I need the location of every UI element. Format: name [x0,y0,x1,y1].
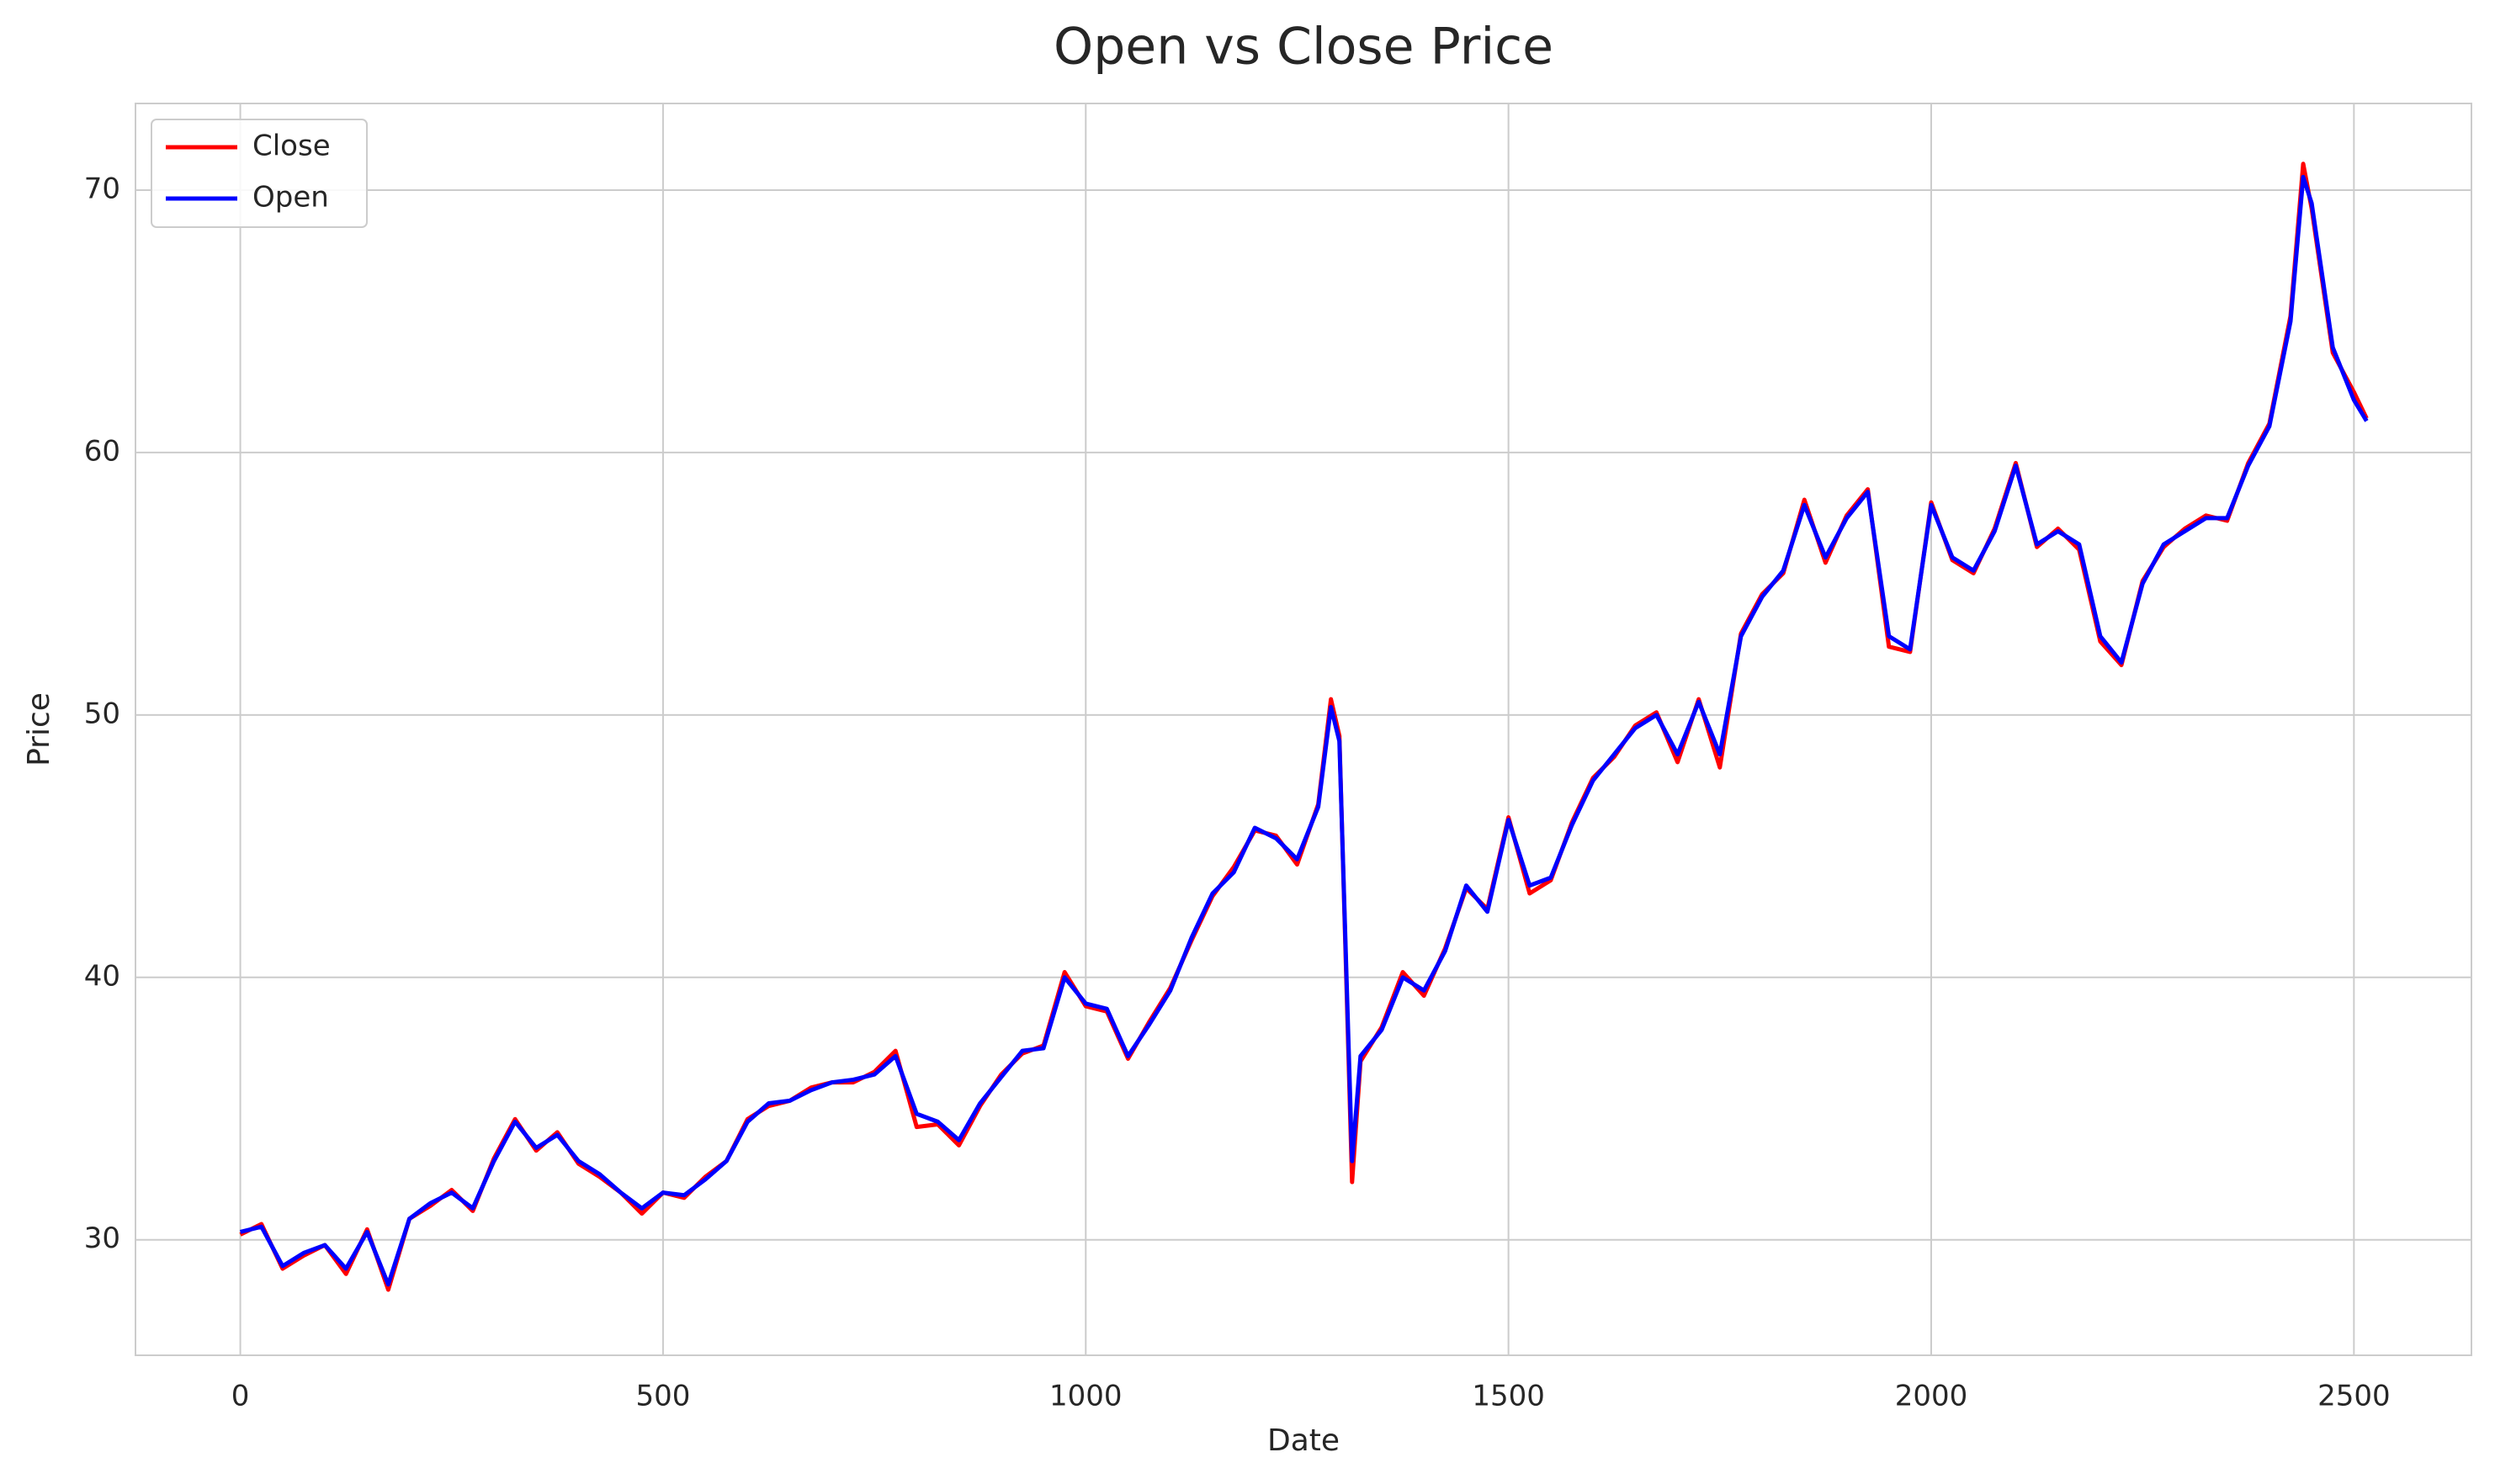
line-series [239,174,2369,1287]
x-tick-label: 2000 [1895,1380,1968,1413]
y-tick-label: 50 [84,697,120,730]
y-tick-label: 70 [84,172,120,205]
x-tick-label: 1000 [1049,1380,1123,1413]
legend-label: Close [252,130,331,163]
y-axis-label: Price [22,692,56,766]
x-tick-label: 500 [635,1380,690,1413]
y-tick-label: 40 [84,959,120,993]
y-tick-label: 30 [84,1222,120,1255]
x-tick-label: 1500 [1472,1380,1545,1413]
x-axis-label: Date [1267,1423,1340,1458]
chart-title: Open vs Close Price [1054,18,1553,77]
legend-label: Open [252,181,329,215]
plot-area [135,103,2472,1356]
y-tick-label: 60 [84,434,120,468]
x-tick-label: 0 [231,1380,250,1413]
legend: Close Open [151,119,368,228]
x-tick-label: 2500 [2317,1380,2391,1413]
